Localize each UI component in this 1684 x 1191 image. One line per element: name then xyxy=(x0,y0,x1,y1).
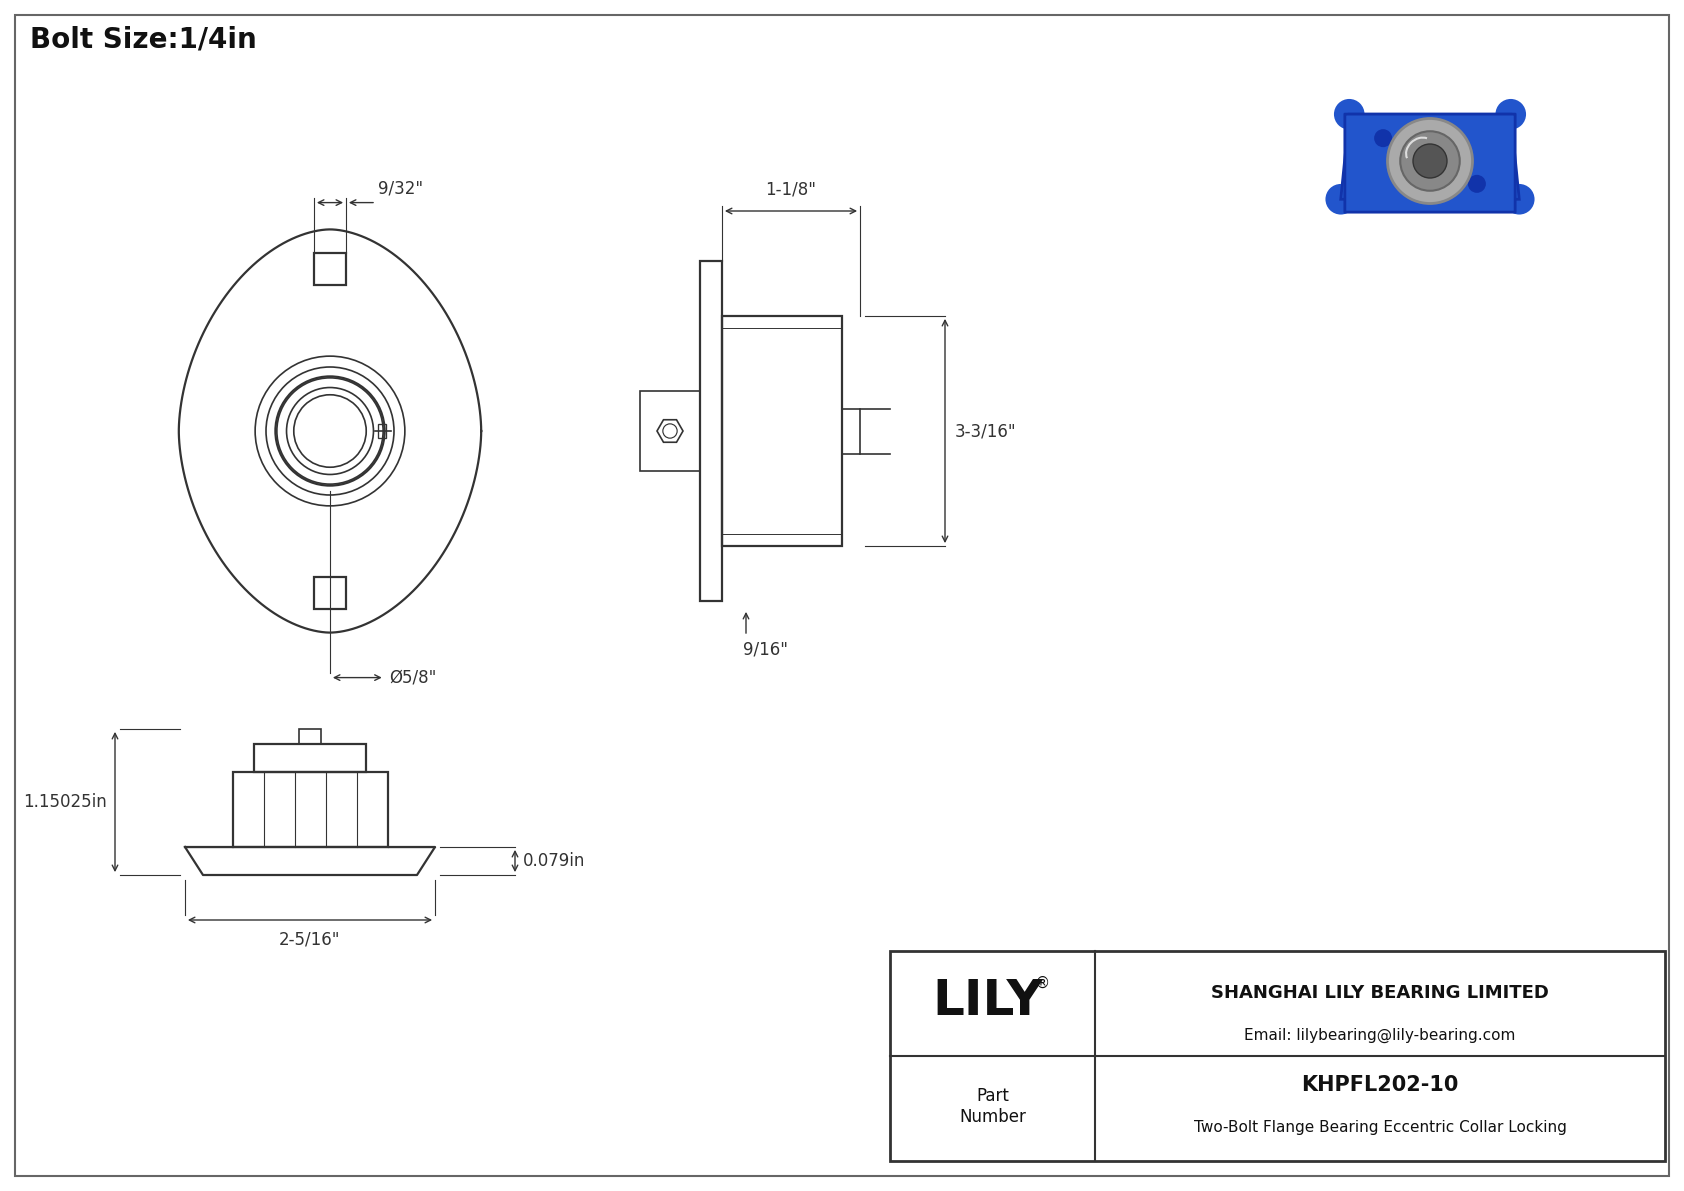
Bar xyxy=(701,261,722,601)
Text: Part
Number: Part Number xyxy=(960,1087,1026,1125)
Text: 9/16": 9/16" xyxy=(744,641,788,659)
Circle shape xyxy=(1401,131,1460,191)
Bar xyxy=(313,252,345,285)
Text: Email: lilybearing@lily-bearing.com: Email: lilybearing@lily-bearing.com xyxy=(1244,1028,1516,1042)
Text: Ø5/8": Ø5/8" xyxy=(389,668,436,686)
Circle shape xyxy=(1495,99,1526,130)
Circle shape xyxy=(1468,175,1485,193)
Text: SHANGHAI LILY BEARING LIMITED: SHANGHAI LILY BEARING LIMITED xyxy=(1211,984,1549,1002)
Text: 1.15025in: 1.15025in xyxy=(24,793,108,811)
Text: LILY: LILY xyxy=(933,978,1042,1025)
Text: KHPFL202-10: KHPFL202-10 xyxy=(1302,1075,1458,1096)
Polygon shape xyxy=(1340,114,1519,199)
Bar xyxy=(722,316,842,545)
Text: 1-1/8": 1-1/8" xyxy=(766,181,817,199)
Bar xyxy=(891,950,1665,1161)
Text: 3-3/16": 3-3/16" xyxy=(955,422,1017,439)
Text: Two-Bolt Flange Bearing Eccentric Collar Locking: Two-Bolt Flange Bearing Eccentric Collar… xyxy=(1194,1120,1566,1135)
Circle shape xyxy=(1325,183,1356,214)
Bar xyxy=(254,744,365,772)
Text: Bolt Size:1/4in: Bolt Size:1/4in xyxy=(30,26,256,54)
Circle shape xyxy=(1334,99,1364,130)
Text: 0.079in: 0.079in xyxy=(524,852,586,869)
Text: 2-5/16": 2-5/16" xyxy=(280,930,340,948)
Bar xyxy=(300,729,322,744)
Bar xyxy=(640,391,701,470)
Bar xyxy=(313,578,345,610)
FancyBboxPatch shape xyxy=(1346,114,1516,212)
Circle shape xyxy=(1504,183,1534,214)
Circle shape xyxy=(1388,118,1472,204)
Bar xyxy=(232,772,387,847)
Text: ®: ® xyxy=(1034,975,1049,991)
Circle shape xyxy=(1374,129,1393,148)
Text: 9/32": 9/32" xyxy=(379,180,424,198)
Bar xyxy=(377,424,386,438)
Bar xyxy=(842,409,861,454)
Circle shape xyxy=(1413,144,1447,177)
